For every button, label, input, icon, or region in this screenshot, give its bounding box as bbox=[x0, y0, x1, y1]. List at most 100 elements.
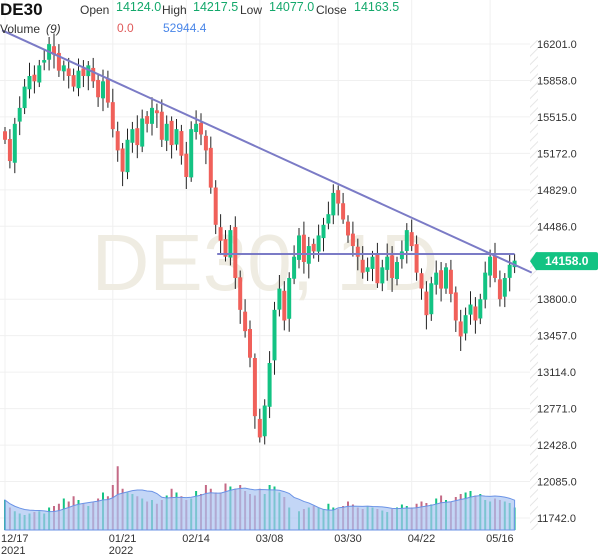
candle-body bbox=[419, 273, 424, 289]
candle-body bbox=[7, 139, 12, 162]
candle-body bbox=[3, 131, 7, 140]
candle-body bbox=[341, 203, 346, 220]
candle-body bbox=[262, 405, 267, 437]
candle-body bbox=[360, 259, 365, 273]
candle-body bbox=[429, 283, 434, 315]
x-tick-label: 04/22 bbox=[408, 533, 436, 545]
candle-body bbox=[194, 123, 199, 133]
candle-body bbox=[71, 75, 76, 87]
volume-ma-value: 52944.4 bbox=[163, 21, 207, 35]
candle-body bbox=[483, 272, 488, 300]
candle-body bbox=[488, 256, 493, 276]
candle-body bbox=[130, 129, 135, 143]
candle-body bbox=[52, 46, 56, 55]
candle-body bbox=[297, 235, 301, 260]
candle-body bbox=[414, 244, 419, 273]
candle-body bbox=[434, 272, 439, 285]
candle-body bbox=[404, 230, 409, 251]
candle-body bbox=[184, 153, 189, 177]
candle-body bbox=[468, 304, 473, 315]
x-tick-label: 03/30 bbox=[334, 533, 362, 545]
candle-body bbox=[140, 118, 145, 147]
candle-body bbox=[355, 246, 360, 257]
volume-value: 0.0 bbox=[117, 21, 134, 35]
symbol-title: DE30 bbox=[0, 0, 43, 19]
candle-body bbox=[91, 67, 96, 82]
low-label: Low bbox=[240, 3, 263, 17]
candle-body bbox=[493, 255, 497, 278]
candle-body bbox=[301, 234, 306, 263]
candle-body bbox=[497, 279, 502, 300]
candle-body bbox=[458, 321, 463, 337]
candle-body bbox=[395, 262, 399, 280]
candle-body bbox=[213, 187, 218, 225]
candle-body bbox=[189, 129, 194, 178]
candle-body bbox=[424, 291, 429, 316]
x-tick-year: 2021 bbox=[1, 545, 25, 557]
candle-body bbox=[385, 256, 390, 270]
low-value: 14077.0 bbox=[269, 0, 315, 14]
high-value: 14217.5 bbox=[193, 0, 239, 14]
candle-body bbox=[287, 277, 292, 319]
candle-body bbox=[272, 309, 277, 361]
candle-body bbox=[169, 120, 174, 146]
candle-body bbox=[61, 65, 66, 72]
candle-body bbox=[56, 52, 61, 71]
watermark: DE30, 1D bbox=[92, 218, 439, 307]
y-tick-label: 16201.0 bbox=[537, 39, 577, 51]
y-tick-label: 15172.0 bbox=[537, 148, 577, 160]
candle-body bbox=[316, 235, 321, 252]
candle-body bbox=[228, 230, 233, 258]
candle-body bbox=[252, 358, 257, 417]
candle-body bbox=[375, 254, 380, 284]
x-tick-label: 01/21 bbox=[109, 533, 137, 545]
candle-body bbox=[76, 70, 81, 89]
x-tick-label: 03/08 bbox=[256, 533, 284, 545]
candle-body bbox=[390, 255, 395, 278]
candle-body bbox=[32, 74, 37, 82]
candle-body bbox=[292, 256, 297, 279]
candle-body bbox=[17, 107, 22, 122]
candle-body bbox=[380, 267, 385, 284]
candle-body bbox=[66, 68, 71, 76]
candle-body bbox=[473, 306, 478, 321]
open-label: Open bbox=[80, 3, 110, 17]
x-tick-label: 05/16 bbox=[486, 533, 514, 545]
candle-body bbox=[448, 269, 453, 294]
candle-body bbox=[37, 65, 42, 83]
y-tick-label: 12771.0 bbox=[537, 404, 577, 416]
candle-body bbox=[135, 128, 140, 146]
y-tick-label: 13457.0 bbox=[537, 331, 577, 343]
candle-body bbox=[203, 135, 208, 151]
y-tick-label: 13800.0 bbox=[537, 294, 577, 306]
y-tick-label: 12428.0 bbox=[537, 440, 577, 452]
close-label: Close bbox=[316, 3, 347, 17]
candle-body bbox=[218, 227, 223, 241]
candle-body bbox=[282, 290, 287, 321]
axis-hatch bbox=[530, 40, 538, 530]
candle-body bbox=[444, 267, 448, 289]
volume-label: Volume bbox=[0, 22, 41, 36]
candle-body bbox=[336, 190, 341, 204]
candle-body bbox=[321, 224, 326, 239]
candle-body bbox=[346, 221, 350, 236]
volume-period: (9) bbox=[46, 22, 61, 36]
y-tick-label: 11742.0 bbox=[537, 513, 576, 525]
candle-body bbox=[105, 78, 110, 103]
current-price-label: 14158.0 bbox=[545, 254, 589, 268]
candle-body bbox=[27, 75, 32, 90]
volume-ma-area bbox=[4, 487, 516, 531]
y-tick-label: 13114.0 bbox=[537, 367, 576, 379]
candle-body bbox=[248, 328, 252, 358]
y-tick-label: 14486.0 bbox=[537, 221, 577, 233]
candle-body bbox=[81, 68, 86, 76]
candle-body bbox=[439, 270, 444, 289]
candle-body bbox=[478, 299, 483, 319]
candle-body bbox=[22, 86, 27, 109]
candle-body bbox=[145, 116, 150, 124]
candle-body bbox=[233, 227, 238, 278]
candle-body bbox=[174, 129, 179, 145]
current-price-tag bbox=[530, 252, 598, 271]
